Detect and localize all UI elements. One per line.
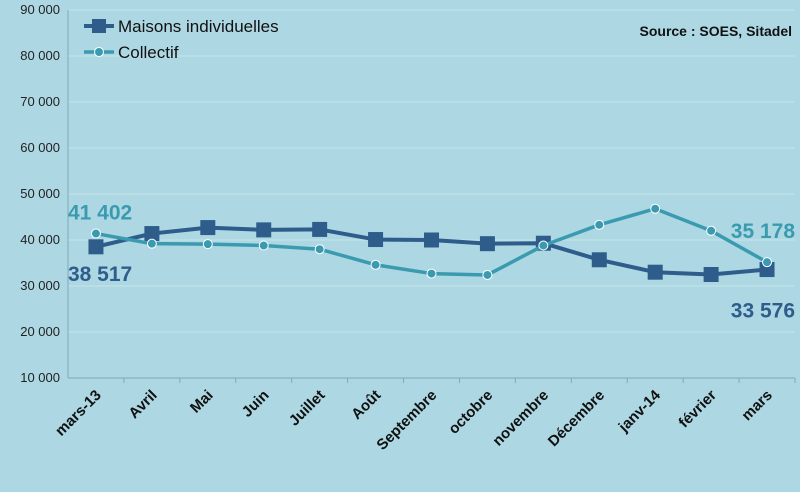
data-point-square <box>368 232 384 248</box>
data-point-square <box>88 239 104 255</box>
data-point-square <box>479 236 495 252</box>
data-point-circle <box>146 238 157 249</box>
data-point-circle <box>202 239 213 250</box>
x-tick-label: Mai <box>187 387 217 417</box>
y-tick-label: 70 000 <box>20 94 60 109</box>
source-note: Source : SOES, Sitadel <box>640 23 793 39</box>
y-tick-label: 30 000 <box>20 278 60 293</box>
x-tick-label: novembre <box>489 387 552 450</box>
data-point-square <box>256 222 272 238</box>
gridlines <box>68 9 795 379</box>
x-tick-label: mars <box>738 387 775 424</box>
x-tick-label: Juillet <box>286 387 329 430</box>
legend-label: Collectif <box>118 43 179 62</box>
data-point-circle <box>594 219 605 230</box>
x-tick-label: Août <box>348 387 384 423</box>
x-tick-label: Avril <box>126 387 161 422</box>
data-point-square <box>200 220 216 236</box>
data-point-square <box>647 264 663 280</box>
data-point-circle <box>314 244 325 255</box>
x-tick-label: janv-14 <box>615 386 665 436</box>
series-lines <box>88 203 775 282</box>
legend-label: Maisons individuelles <box>118 17 279 36</box>
data-point-circle <box>258 240 269 251</box>
data-point-circle <box>762 257 773 268</box>
x-tick-label: février <box>675 387 720 432</box>
x-tick-label: Décembre <box>545 387 608 450</box>
y-tick-label: 40 000 <box>20 232 60 247</box>
data-point-circle <box>426 268 437 279</box>
data-point-square <box>759 262 775 278</box>
data-point-circle <box>706 225 717 236</box>
x-tick-label: mars-13 <box>52 387 105 440</box>
data-point-circle <box>650 203 661 214</box>
data-label: 41 402 <box>68 202 132 225</box>
data-point-square <box>591 252 607 268</box>
legend-marker-circle <box>94 47 104 57</box>
data-labels: 41 402 38 517 35 178 33 576 <box>68 202 795 323</box>
y-tick-label: 20 000 <box>20 324 60 339</box>
y-tick-label: 90 000 <box>20 2 60 17</box>
data-label: 33 576 <box>731 300 795 323</box>
axes: 10 000 20 000 30 000 40 000 50 000 60 000 70 0… <box>20 2 796 454</box>
data-point-circle <box>370 259 381 270</box>
data-label: 38 517 <box>68 263 132 286</box>
x-tick-label: Septembre <box>373 387 440 454</box>
data-point-circle <box>538 240 549 251</box>
data-label: 35 178 <box>731 220 796 243</box>
data-point-square <box>703 267 719 282</box>
legend: Maisons individuelles Collectif <box>84 17 279 62</box>
y-tick-label: 60 000 <box>20 140 60 155</box>
y-tick-label: 10 000 <box>20 370 60 385</box>
y-tick-label: 80 000 <box>20 48 60 63</box>
x-tick-label: octobre <box>445 387 496 438</box>
data-point-square <box>144 226 160 242</box>
legend-marker-square <box>92 19 106 33</box>
x-tick-label: Juin <box>239 387 273 421</box>
data-point-circle <box>482 269 493 280</box>
data-point-square <box>312 221 328 237</box>
y-tick-label: 50 000 <box>20 186 60 201</box>
data-point-square <box>424 232 439 248</box>
data-point-circle <box>90 228 101 239</box>
